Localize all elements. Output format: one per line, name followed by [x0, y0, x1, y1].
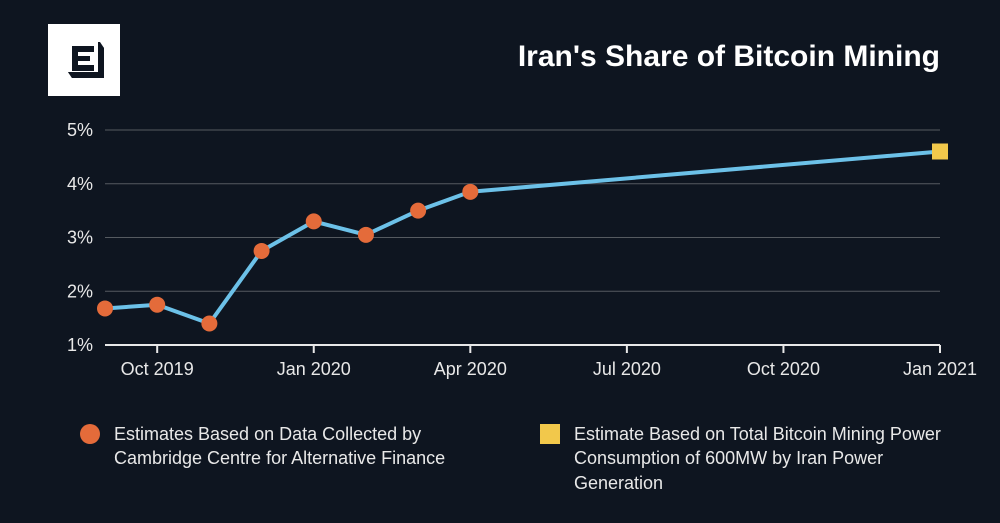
data-point-circle	[306, 213, 322, 229]
data-point-circle	[97, 300, 113, 316]
data-point-circle	[254, 243, 270, 259]
x-tick: Oct 2020	[747, 345, 820, 379]
data-point-circle	[410, 203, 426, 219]
x-tick-label: Jan 2021	[903, 359, 977, 379]
x-tick: Jul 2020	[593, 345, 661, 379]
y-tick-label: 5%	[67, 120, 93, 140]
y-tick: 5%	[67, 120, 940, 140]
x-tick-label: Jan 2020	[277, 359, 351, 379]
legend-label: Estimate Based on Total Bitcoin Mining P…	[574, 422, 960, 495]
x-tick: Jan 2020	[277, 345, 351, 379]
y-tick-label: 1%	[67, 335, 93, 355]
y-tick-label: 3%	[67, 228, 93, 248]
line-chart: 1% 2% 3% 4% 5% Oct 2019 Jan 2020 Apr 2020 Jul 20…	[55, 120, 950, 390]
legend-label: Estimates Based on Data Collected by Cam…	[114, 422, 480, 471]
e-logo-icon	[62, 38, 106, 82]
data-point-circle	[201, 316, 217, 332]
x-tick: Apr 2020	[434, 345, 507, 379]
y-tick-label: 2%	[67, 281, 93, 301]
legend-swatch-square	[540, 424, 560, 444]
x-tick-label: Apr 2020	[434, 359, 507, 379]
data-point-circle	[358, 227, 374, 243]
legend-item: Estimate Based on Total Bitcoin Mining P…	[540, 422, 960, 495]
x-tick-label: Oct 2020	[747, 359, 820, 379]
chart-title: Iran's Share of Bitcoin Mining	[518, 40, 940, 74]
y-tick: 2%	[67, 281, 940, 301]
y-tick-label: 4%	[67, 174, 93, 194]
data-point-square	[932, 144, 948, 160]
data-point-circle	[462, 184, 478, 200]
legend: Estimates Based on Data Collected by Cam…	[80, 422, 960, 495]
x-tick: Jan 2021	[903, 345, 977, 379]
brand-logo	[48, 24, 120, 96]
legend-swatch-circle	[80, 424, 100, 444]
chart-svg: 1% 2% 3% 4% 5% Oct 2019 Jan 2020 Apr 2020 Jul 20…	[55, 120, 950, 390]
x-tick-label: Jul 2020	[593, 359, 661, 379]
legend-item: Estimates Based on Data Collected by Cam…	[80, 422, 480, 495]
x-tick-label: Oct 2019	[121, 359, 194, 379]
y-tick: 3%	[67, 228, 940, 248]
x-tick: Oct 2019	[121, 345, 194, 379]
data-point-circle	[149, 297, 165, 313]
